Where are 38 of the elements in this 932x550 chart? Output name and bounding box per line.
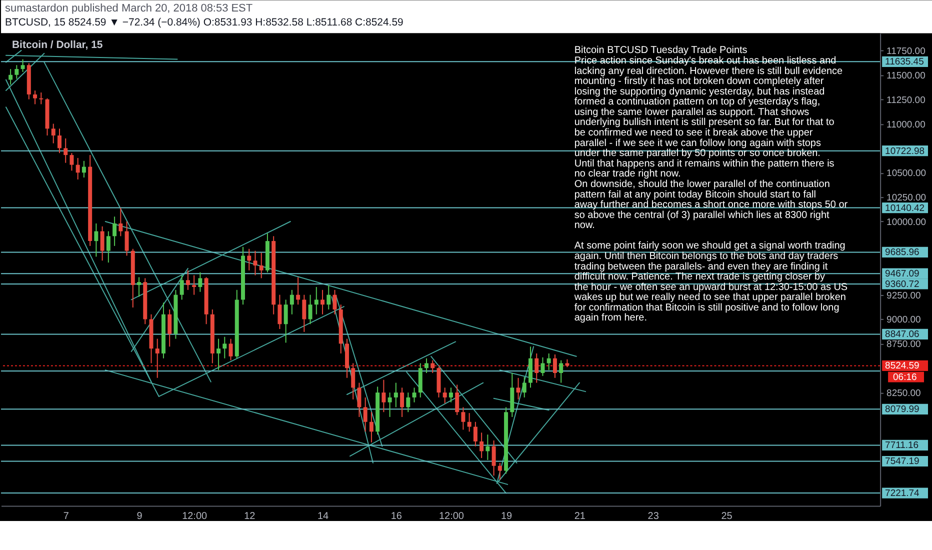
y-tick-label: 11250.00 <box>886 94 926 106</box>
x-tick-label: 12:00 <box>439 511 464 522</box>
x-tick-label: 7 <box>63 511 70 522</box>
ref-line-label: 10140.42 <box>885 202 925 214</box>
ref-line-label: 7547.19 <box>885 456 920 468</box>
x-tick-label: 12:00 <box>182 511 208 522</box>
y-tick-label: 8250.00 <box>886 388 921 400</box>
x-tick-label: 16 <box>390 511 402 522</box>
y-tick-label: 9000.00 <box>886 314 921 326</box>
y-tick-label: 11750.00 <box>886 46 926 57</box>
ref-line-label: 10722.98 <box>885 146 925 157</box>
y-tick-label: 10500.00 <box>886 168 926 180</box>
x-tick-label: 14 <box>317 511 330 522</box>
chart-title: sumastardon published March 20, 2018 08:53 EST <box>4 2 253 14</box>
x-tick-label: 25 <box>721 511 733 522</box>
ref-line-label: 8524.59 <box>885 360 920 372</box>
ref-line-label: 11635.45 <box>885 56 924 68</box>
y-tick-label: 11500.00 <box>886 70 926 82</box>
ref-line-label: 8847.06 <box>885 329 920 340</box>
x-tick-label: 9 <box>136 511 143 522</box>
x-tick-label: 12 <box>244 511 256 522</box>
ref-line-label: 7711.16 <box>885 440 919 452</box>
y-tick-label: 10000.00 <box>886 216 926 228</box>
text: 06:16 <box>893 372 917 383</box>
ref-line-label: 7221.74 <box>885 488 920 500</box>
chart-subtitle: BTCUSD, 15 8524.59 ▼ −72.34 (−0.84%) O:8531.93 H:8532.58 L:8511.68 C:8524.59 <box>4 17 404 28</box>
annotation: Bitcoin / Dollar, 15 <box>12 40 103 52</box>
y-tick-label: 11000.00 <box>886 119 926 130</box>
y-tick-label: 9250.00 <box>886 290 921 302</box>
ref-line-label: 9467.09 <box>885 268 920 280</box>
ref-line-label: 8079.99 <box>885 404 920 416</box>
x-tick-label: 21 <box>574 511 586 522</box>
ref-line-label: 9360.72 <box>885 278 920 290</box>
y-tick-label: 10250.00 <box>886 192 926 204</box>
x-tick-label: 23 <box>648 511 660 522</box>
x-tick-label: 19 <box>500 511 513 522</box>
ref-line-label: 9685.96 <box>885 247 920 258</box>
y-tick-label: 8750.00 <box>886 339 921 350</box>
